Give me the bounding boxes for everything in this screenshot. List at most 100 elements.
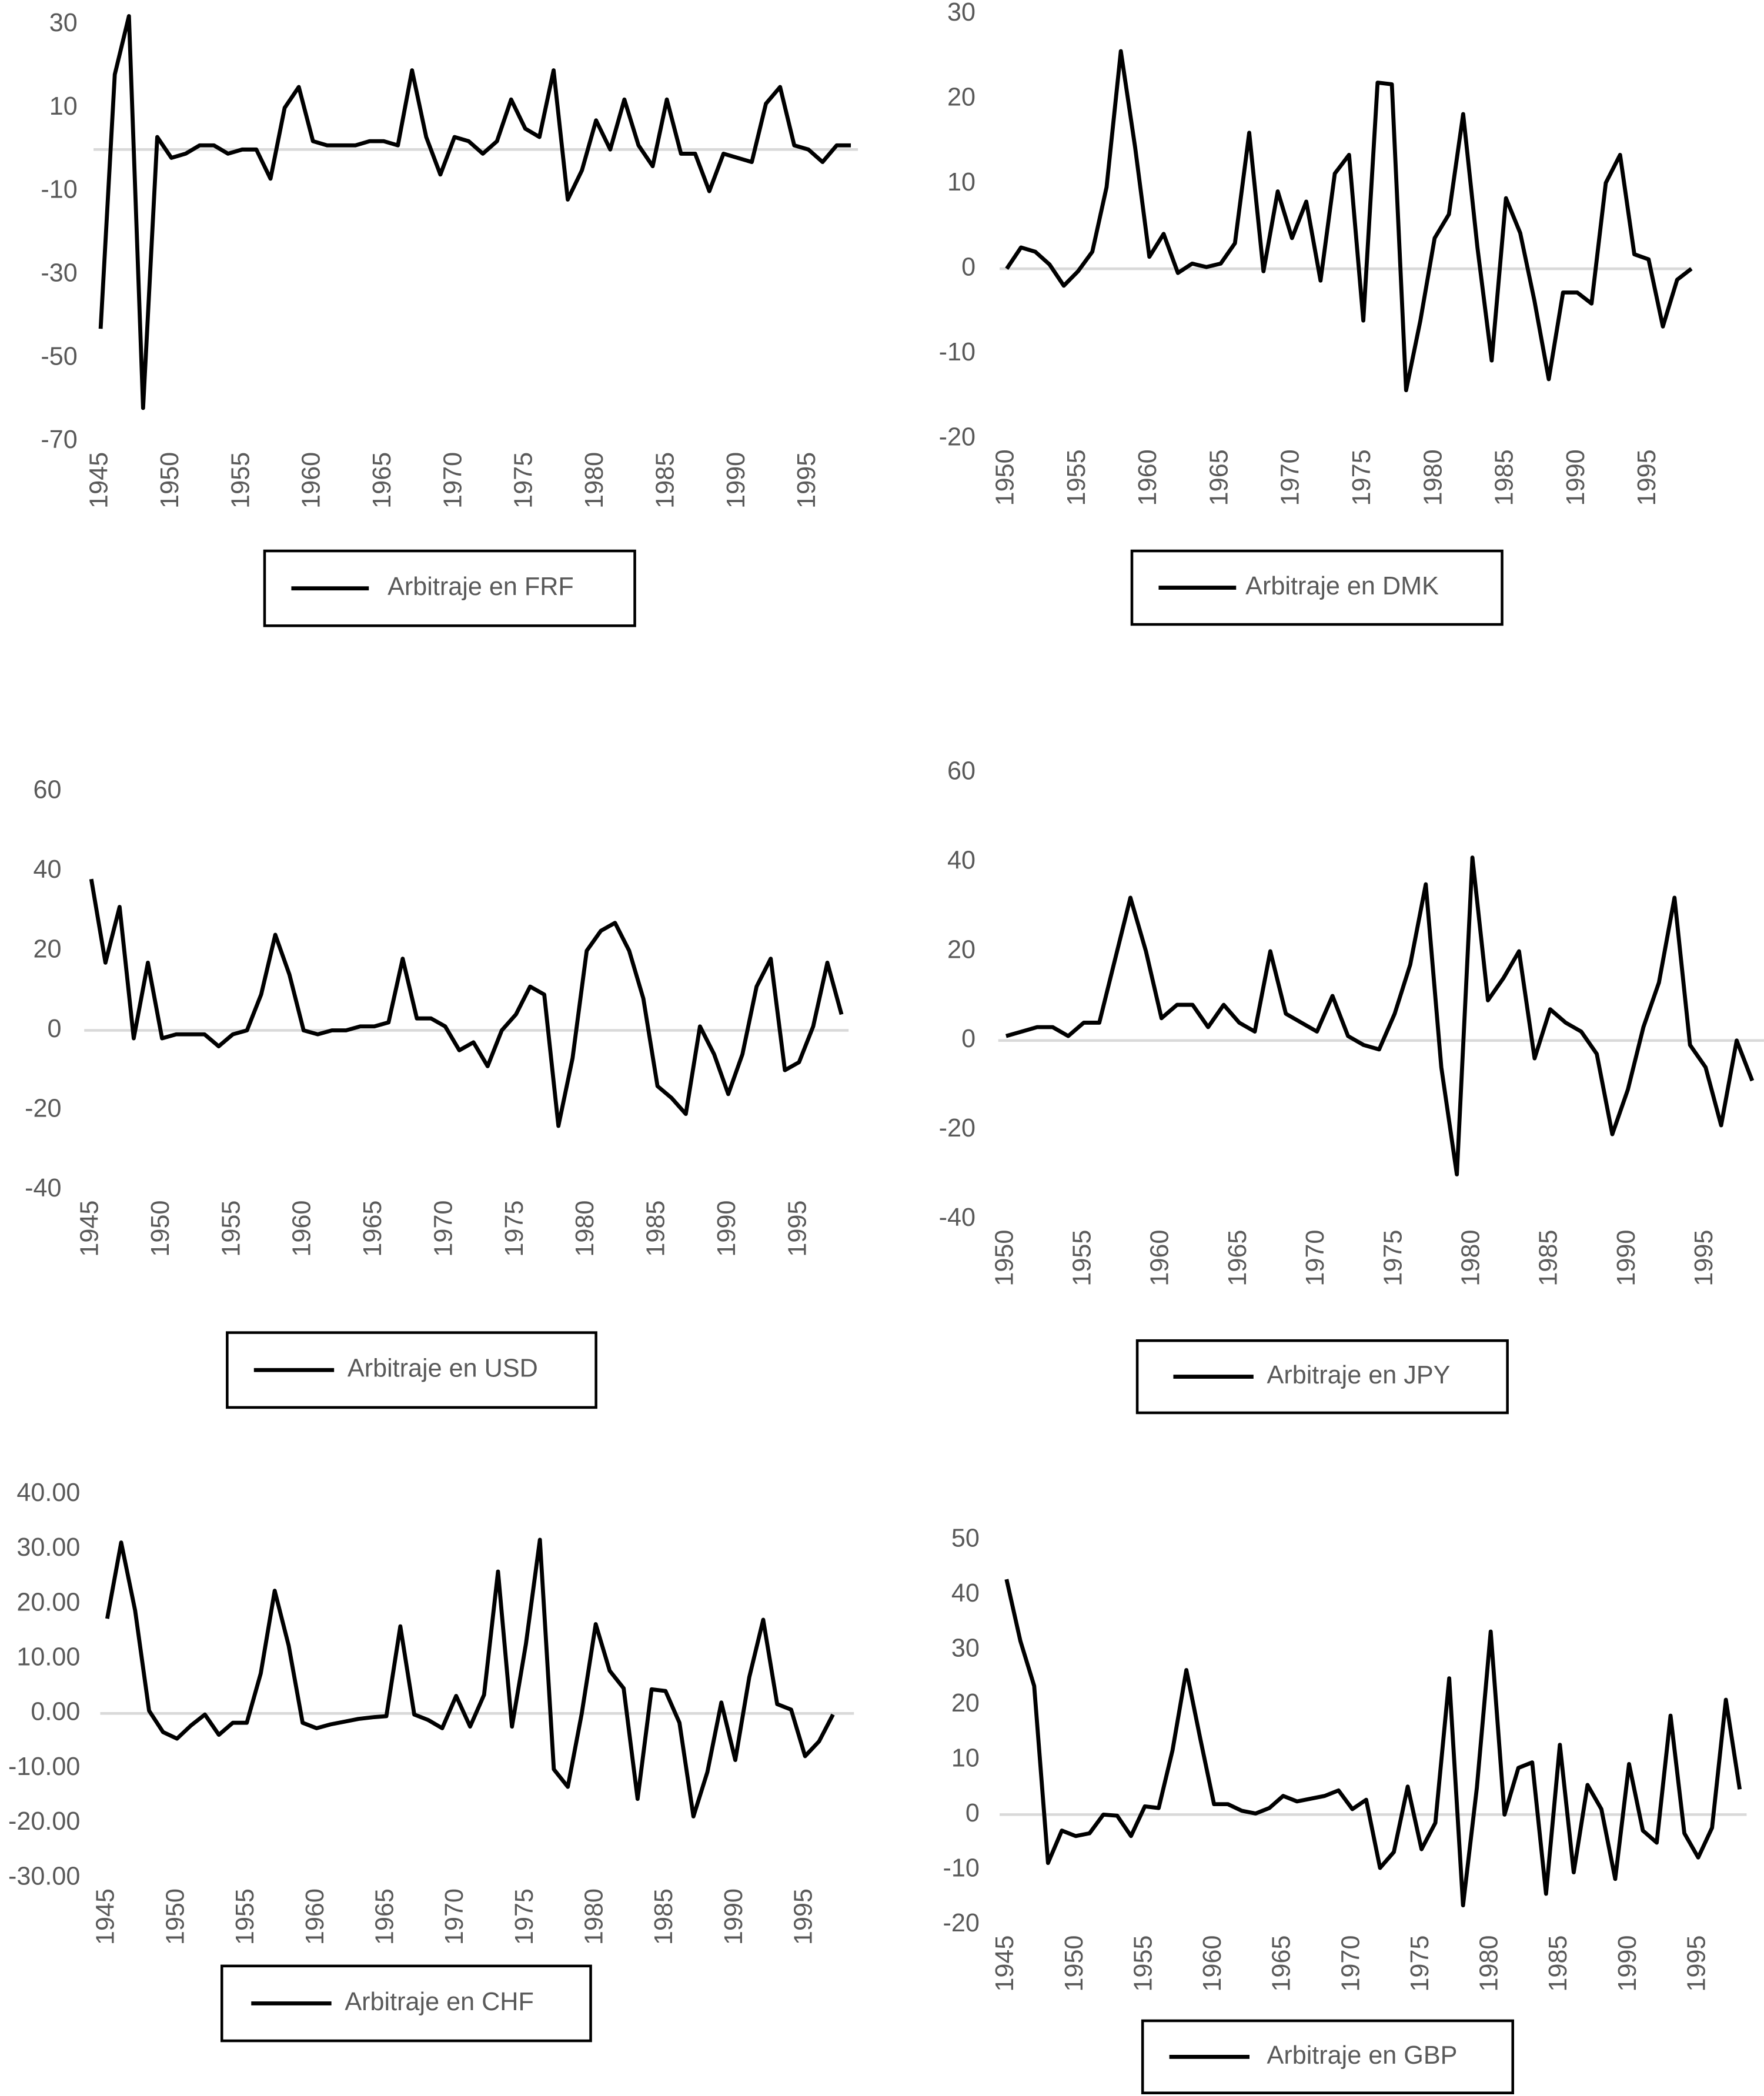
x-tick-label: 1980 bbox=[1419, 449, 1447, 506]
x-tick-label: 1975 bbox=[500, 1201, 529, 1257]
y-tick-label: 0 bbox=[965, 1799, 980, 1827]
x-tick-label: 1975 bbox=[1406, 1935, 1434, 1992]
y-tick-label: 0 bbox=[961, 1025, 975, 1053]
x-tick-label: 1990 bbox=[1612, 1230, 1641, 1286]
y-tick-label: -20 bbox=[943, 1909, 980, 1937]
x-tick-label: 1950 bbox=[990, 1230, 1018, 1286]
chart: 50 40 30 20 10 0 -10 -20 1945 1950 1955 1960 1965 197… bbox=[943, 1524, 1747, 2095]
x-tick-label: 1955 bbox=[1063, 449, 1091, 506]
y-tick-label: -30.00 bbox=[8, 1862, 80, 1890]
x-tick-label: 1970 bbox=[1301, 1230, 1329, 1286]
x-tick-label: 1980 bbox=[580, 1888, 609, 1945]
x-tick-label: 1980 bbox=[1456, 1230, 1485, 1286]
x-tick-label: 1965 bbox=[359, 1201, 387, 1257]
series-line bbox=[98, 14, 851, 410]
x-tick-label: 1995 bbox=[1683, 1935, 1711, 1992]
series-line bbox=[1005, 49, 1693, 393]
x-tick-label: 1995 bbox=[1690, 1230, 1718, 1286]
legend-box bbox=[226, 1331, 597, 1409]
y-tick-label: -20 bbox=[25, 1094, 61, 1122]
y-tick-label: 20 bbox=[34, 935, 62, 963]
x-tick-label: 1965 bbox=[370, 1888, 399, 1945]
x-tick-label: 1975 bbox=[510, 452, 538, 509]
legend: Arbitraje en DMK bbox=[1130, 549, 1504, 626]
x-tick-label: 1960 bbox=[1146, 1230, 1174, 1286]
x-tick-label: 1945 bbox=[76, 1201, 104, 1257]
y-tick-label: -20 bbox=[939, 1114, 975, 1142]
x-tick-label: 1945 bbox=[991, 1935, 1019, 1992]
legend: Arbitraje en FRF bbox=[263, 549, 636, 627]
x-tick-label: 1990 bbox=[722, 452, 750, 509]
x-tick-label: 1965 bbox=[1268, 1935, 1296, 1992]
y-tick-label: 20 bbox=[947, 935, 975, 964]
y-tick-label: -50 bbox=[41, 342, 77, 370]
y-tick-label: -70 bbox=[41, 426, 77, 454]
x-tick-label: 1955 bbox=[1068, 1230, 1097, 1286]
x-tick-label: 1955 bbox=[231, 1888, 259, 1945]
chart: 60 40 20 0 -20 -40 1945 1950 1955 1960 1965 1970 197… bbox=[25, 776, 849, 1409]
x-tick-label: 1960 bbox=[301, 1888, 329, 1945]
legend-label: Arbitraje en JPY bbox=[1267, 1361, 1451, 1389]
chart: 40.00 30.00 20.00 10.00 0.00 -10.00 -20.00 -30.… bbox=[8, 1479, 854, 2042]
y-tick-label: 30 bbox=[947, 0, 975, 26]
x-tick-label: 1985 bbox=[1544, 1935, 1572, 1992]
y-tick-label: -40 bbox=[25, 1174, 61, 1202]
x-tick-label: 1965 bbox=[1205, 449, 1233, 506]
legend-label: Arbitraje en CHF bbox=[345, 1988, 534, 2016]
legend-box bbox=[263, 549, 636, 627]
legend-label: Arbitraje en GBP bbox=[1267, 2041, 1458, 2070]
y-tick-label: 20 bbox=[947, 83, 975, 111]
legend: Arbitraje en CHF bbox=[220, 1964, 592, 2042]
x-tick-label: 1965 bbox=[1224, 1230, 1252, 1286]
x-tick-label: 1960 bbox=[288, 1201, 316, 1257]
x-tick-label: 1995 bbox=[793, 452, 821, 509]
y-tick-label: 40 bbox=[951, 1579, 980, 1607]
x-tick-label: 1980 bbox=[571, 1201, 599, 1257]
x-tick-label: 1995 bbox=[790, 1888, 818, 1945]
x-tick-label: 1970 bbox=[440, 1888, 469, 1945]
x-tick-label: 1955 bbox=[217, 1201, 245, 1257]
y-tick-label: -20 bbox=[939, 423, 975, 452]
x-tick-label: 1970 bbox=[439, 452, 467, 509]
x-tick-label: 1985 bbox=[651, 452, 679, 509]
series-line bbox=[1004, 1579, 1742, 1908]
x-tick-label: 1985 bbox=[1535, 1230, 1563, 1286]
y-tick-label: 60 bbox=[947, 757, 975, 785]
y-tick-label: 30 bbox=[951, 1634, 980, 1662]
series-line bbox=[89, 878, 844, 1128]
x-tick-label: 1950 bbox=[156, 452, 184, 509]
x-tick-label: 1990 bbox=[1613, 1935, 1642, 1992]
legend-label: Arbitraje en DMK bbox=[1245, 572, 1439, 600]
x-tick-label: 1970 bbox=[1277, 449, 1305, 506]
y-tick-label: 40 bbox=[34, 855, 62, 884]
series-line bbox=[1005, 855, 1755, 1176]
y-tick-label: -30 bbox=[41, 259, 77, 287]
y-tick-label: 40 bbox=[947, 847, 975, 875]
x-tick-label: 1950 bbox=[161, 1888, 189, 1945]
y-tick-label: 50 bbox=[951, 1524, 980, 1552]
chart: 30 10 -10 -30 -50 -70 1945 1950 1955 1960 1965 1970… bbox=[41, 9, 858, 627]
x-tick-label: 1990 bbox=[713, 1201, 741, 1257]
x-tick-label: 1970 bbox=[1337, 1935, 1365, 1992]
x-tick-label: 1985 bbox=[650, 1888, 678, 1945]
y-tick-label: 10 bbox=[951, 1744, 980, 1772]
x-tick-label: 1955 bbox=[1129, 1935, 1157, 1992]
y-tick-label: 30.00 bbox=[16, 1533, 80, 1562]
x-tick-label: 1985 bbox=[642, 1201, 670, 1257]
x-tick-label: 1995 bbox=[783, 1201, 811, 1257]
chart: 60 40 20 0 -20 -40 1950 1955 1960 1965 1970 1975 198… bbox=[939, 757, 1764, 1415]
x-tick-label: 1985 bbox=[1491, 449, 1519, 506]
y-tick-label: -10.00 bbox=[8, 1753, 80, 1781]
x-tick-label: 1990 bbox=[720, 1888, 748, 1945]
y-tick-label: -10 bbox=[41, 176, 77, 204]
y-tick-label: 10 bbox=[49, 92, 78, 121]
y-tick-label: 20 bbox=[951, 1689, 980, 1717]
x-tick-label: 1945 bbox=[92, 1888, 120, 1945]
legend: Arbitraje en USD bbox=[226, 1331, 597, 1409]
x-tick-label: 1975 bbox=[1348, 449, 1376, 506]
x-tick-label: 1980 bbox=[580, 452, 609, 509]
y-tick-label: 60 bbox=[34, 776, 62, 804]
legend: Arbitraje en JPY bbox=[1135, 1339, 1509, 1415]
x-tick-label: 1950 bbox=[146, 1201, 175, 1257]
x-tick-label: 1960 bbox=[1134, 449, 1162, 506]
